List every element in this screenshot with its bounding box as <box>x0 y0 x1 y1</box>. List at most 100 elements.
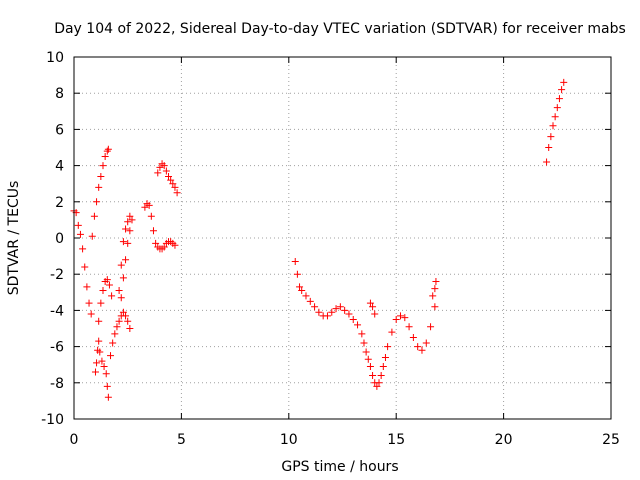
data-point <box>156 163 164 171</box>
data-point <box>152 239 160 247</box>
series-seg-i <box>291 258 439 390</box>
data-point <box>76 230 84 238</box>
data-point <box>126 227 134 235</box>
data-point <box>147 212 155 220</box>
data-point <box>105 281 113 289</box>
data-point <box>91 368 99 376</box>
data-point <box>392 315 400 323</box>
data-point <box>162 167 170 175</box>
data-point <box>95 183 103 191</box>
data-point <box>154 169 162 177</box>
data-point <box>371 310 379 318</box>
data-point <box>124 317 132 325</box>
data-point <box>427 323 435 331</box>
data-point <box>560 78 568 86</box>
plot-frame <box>73 56 612 420</box>
x-tick-label: 0 <box>70 432 79 448</box>
x-tick-label: 25 <box>602 432 620 448</box>
series-seg-h <box>154 160 181 197</box>
data-point <box>418 346 426 354</box>
data-point <box>122 256 130 264</box>
data-point <box>362 348 370 356</box>
data-point <box>379 363 387 371</box>
data-point <box>388 328 396 336</box>
data-point <box>414 343 422 351</box>
data-point <box>113 323 121 331</box>
data-point <box>345 310 353 318</box>
y-tick-label: 4 <box>55 159 64 175</box>
data-point <box>401 314 409 322</box>
data-point <box>165 172 173 180</box>
series-seg-g <box>141 200 179 253</box>
data-point <box>328 308 336 316</box>
series-seg-e <box>115 212 136 294</box>
data-point <box>332 305 340 313</box>
data-point <box>93 198 101 206</box>
data-point <box>111 330 119 338</box>
data-point <box>81 263 89 271</box>
data-point <box>369 372 377 380</box>
data-point <box>169 180 177 188</box>
data-point <box>93 359 101 367</box>
data-point <box>119 308 127 316</box>
data-point <box>119 238 127 246</box>
data-point <box>103 276 111 284</box>
data-point <box>291 258 299 266</box>
data-point <box>99 286 107 294</box>
data-point <box>160 162 168 170</box>
data-point <box>107 352 115 360</box>
series-seg-c <box>91 308 134 401</box>
x-tick-label: 5 <box>177 432 186 448</box>
data-point <box>366 299 374 307</box>
y-tick-label: 10 <box>46 50 64 66</box>
data-point <box>306 297 314 305</box>
y-axis-label: SDTVAR / TECUs <box>6 181 22 296</box>
series-seg-k <box>429 277 440 300</box>
data-point <box>160 243 168 251</box>
data-point <box>145 201 153 209</box>
data-point <box>126 325 134 332</box>
data-point <box>377 372 385 380</box>
y-tick-label: -4 <box>50 303 64 319</box>
data-point <box>117 294 125 302</box>
y-tick-label: -2 <box>50 267 64 283</box>
data-point <box>87 310 95 318</box>
data-point <box>97 172 105 180</box>
data-point <box>405 323 413 331</box>
data-point <box>302 292 310 300</box>
x-tick-label: 10 <box>280 432 298 448</box>
y-tick-label: -8 <box>50 376 64 392</box>
data-point <box>431 285 439 293</box>
data-point <box>311 303 319 311</box>
data-point <box>95 317 103 325</box>
data-point <box>422 339 430 347</box>
data-point <box>88 232 96 240</box>
data-point <box>128 216 136 224</box>
data-point <box>432 277 440 285</box>
data-point <box>124 239 132 247</box>
data-point <box>115 317 123 325</box>
data-point <box>126 212 134 220</box>
data-point <box>83 283 91 291</box>
data-point <box>122 312 130 320</box>
data-point <box>551 113 559 121</box>
data-point <box>336 303 344 311</box>
data-point <box>90 212 98 220</box>
data-point <box>543 158 551 166</box>
data-point <box>173 189 181 197</box>
data-point <box>103 147 111 155</box>
data-point <box>122 225 130 233</box>
data-point <box>167 176 175 184</box>
data-point <box>341 306 349 314</box>
data-point <box>555 95 563 103</box>
chart-title: Day 104 of 2022, Sidereal Day-to-day VTE… <box>54 21 626 37</box>
y-tick-label: 2 <box>55 195 64 211</box>
data-point <box>115 286 123 294</box>
data-point <box>396 312 404 320</box>
data-point <box>103 382 111 390</box>
data-point <box>95 337 103 345</box>
data-point <box>101 153 109 161</box>
grid-lines <box>74 57 611 419</box>
data-point <box>104 393 112 401</box>
